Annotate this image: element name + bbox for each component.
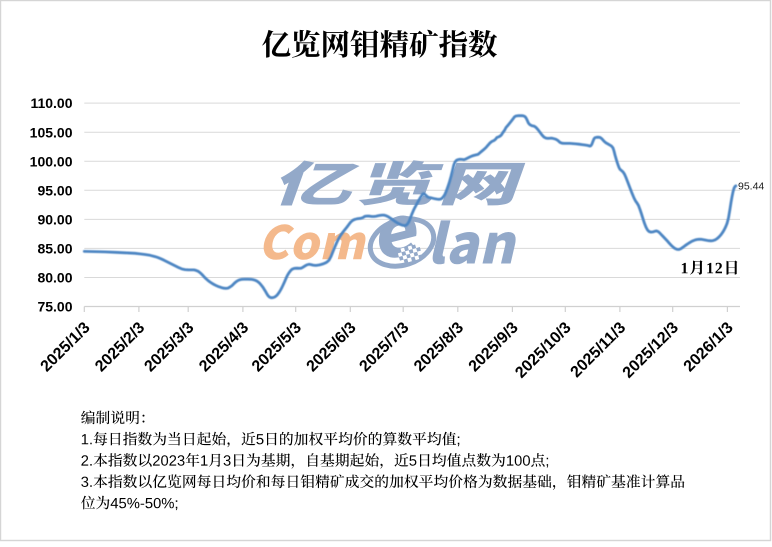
svg-text:95.44: 95.44 — [738, 181, 764, 193]
svg-text:95.00: 95.00 — [37, 182, 72, 198]
svg-text:90.00: 90.00 — [37, 212, 72, 228]
svg-text:105.00: 105.00 — [30, 124, 73, 140]
svg-text:75.00: 75.00 — [37, 299, 72, 315]
svg-text:85.00: 85.00 — [37, 241, 72, 257]
svg-text:80.00: 80.00 — [37, 270, 72, 286]
svg-text:110.00: 110.00 — [30, 95, 72, 111]
svg-text:100.00: 100.00 — [30, 153, 73, 169]
